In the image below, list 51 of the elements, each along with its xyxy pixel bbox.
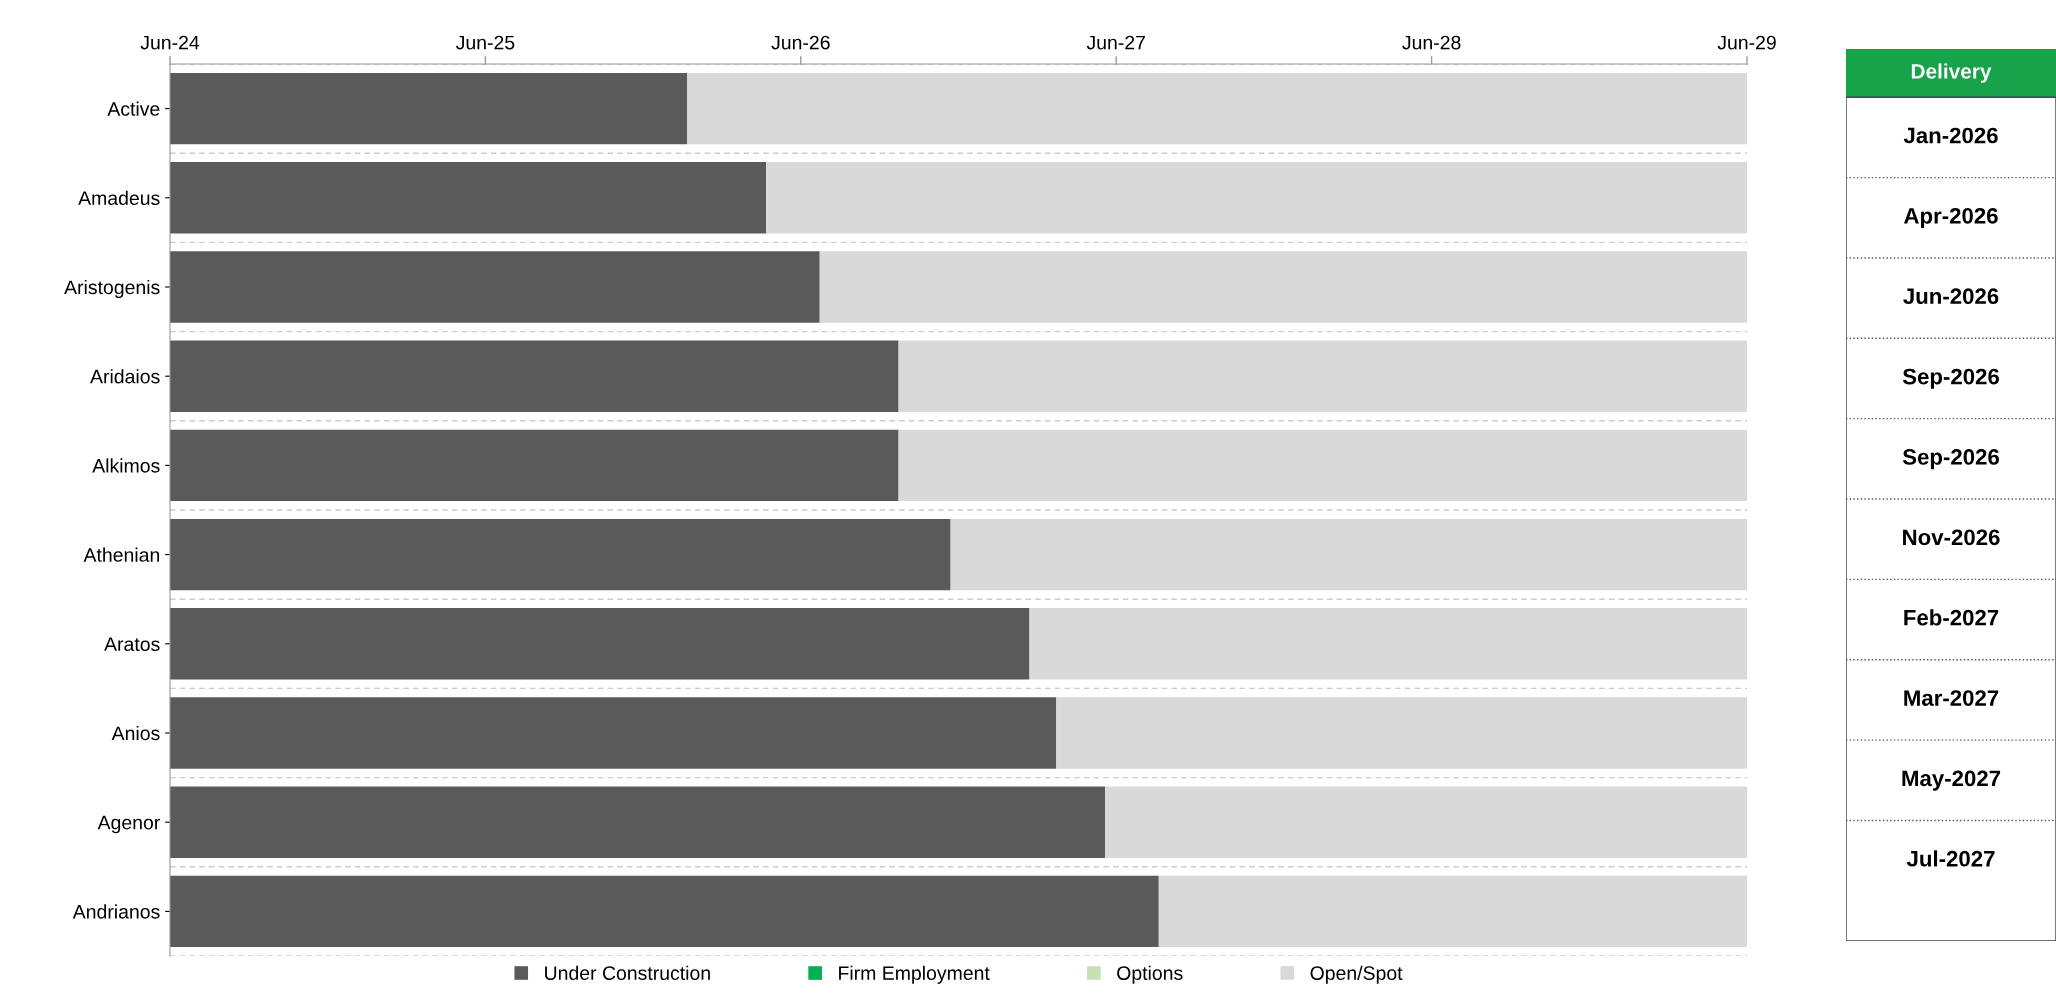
text: Sep-2026 (1902, 368, 1999, 389)
y-tick-label: Aristogenis (64, 279, 160, 299)
bar (1056, 697, 1747, 769)
y-tick-label: Agenor (97, 815, 160, 834)
text: Apr-2026 (1904, 207, 1998, 229)
bar (170, 697, 1057, 769)
text: Jul-2027 (1906, 850, 1995, 867)
text: Jun-2026 (1903, 288, 1999, 305)
text: May-2027 (1902, 770, 2001, 791)
bar (170, 340, 899, 412)
legend-label: Options (1117, 965, 1183, 984)
bar (819, 251, 1747, 323)
text: Sep-2026 (1902, 449, 1999, 470)
bar (170, 162, 767, 234)
bar (170, 786, 1106, 858)
bar (170, 608, 1030, 680)
y-tick-label: Athenian (83, 547, 160, 562)
y-tick-label: Active (107, 101, 160, 116)
legend-label: Firm Employment (839, 965, 990, 984)
bar (898, 340, 1747, 412)
legend-label: Open/Spot (1310, 965, 1403, 984)
text: Jun-24 (140, 35, 200, 50)
y-tick-label: Anios (111, 725, 160, 741)
text: Jun-29 (1717, 35, 1776, 50)
y-tick-label: Andrianos (72, 904, 160, 919)
text: Mar-2027 (1904, 690, 1999, 706)
bar (170, 251, 820, 323)
legend-label: Under Construction (545, 965, 710, 980)
bar (687, 72, 1747, 145)
text: Jun-26 (771, 35, 830, 50)
text: Jun-25 (455, 35, 515, 50)
bar (950, 518, 1747, 591)
bar (898, 429, 1747, 502)
text: Jan-2026 (1903, 127, 1998, 144)
y-tick-label: Alkimos (92, 458, 160, 473)
bar (170, 72, 688, 145)
bar (1105, 786, 1747, 858)
y-tick-label: Aridaios (90, 369, 160, 384)
text: Delivery (1911, 63, 1992, 83)
text: Feb-2027 (1904, 609, 1999, 626)
bar (1158, 875, 1747, 948)
bar (170, 518, 951, 591)
bar (766, 162, 1747, 234)
bar (170, 875, 1159, 948)
y-tick-label: Amadeus (78, 190, 160, 206)
text: Jun-27 (1086, 35, 1145, 50)
bar (1029, 608, 1747, 680)
text: Jun-28 (1402, 35, 1461, 50)
text: Nov-2026 (1903, 529, 2000, 546)
y-tick-label: Aratos (104, 637, 160, 652)
bar (170, 429, 899, 502)
